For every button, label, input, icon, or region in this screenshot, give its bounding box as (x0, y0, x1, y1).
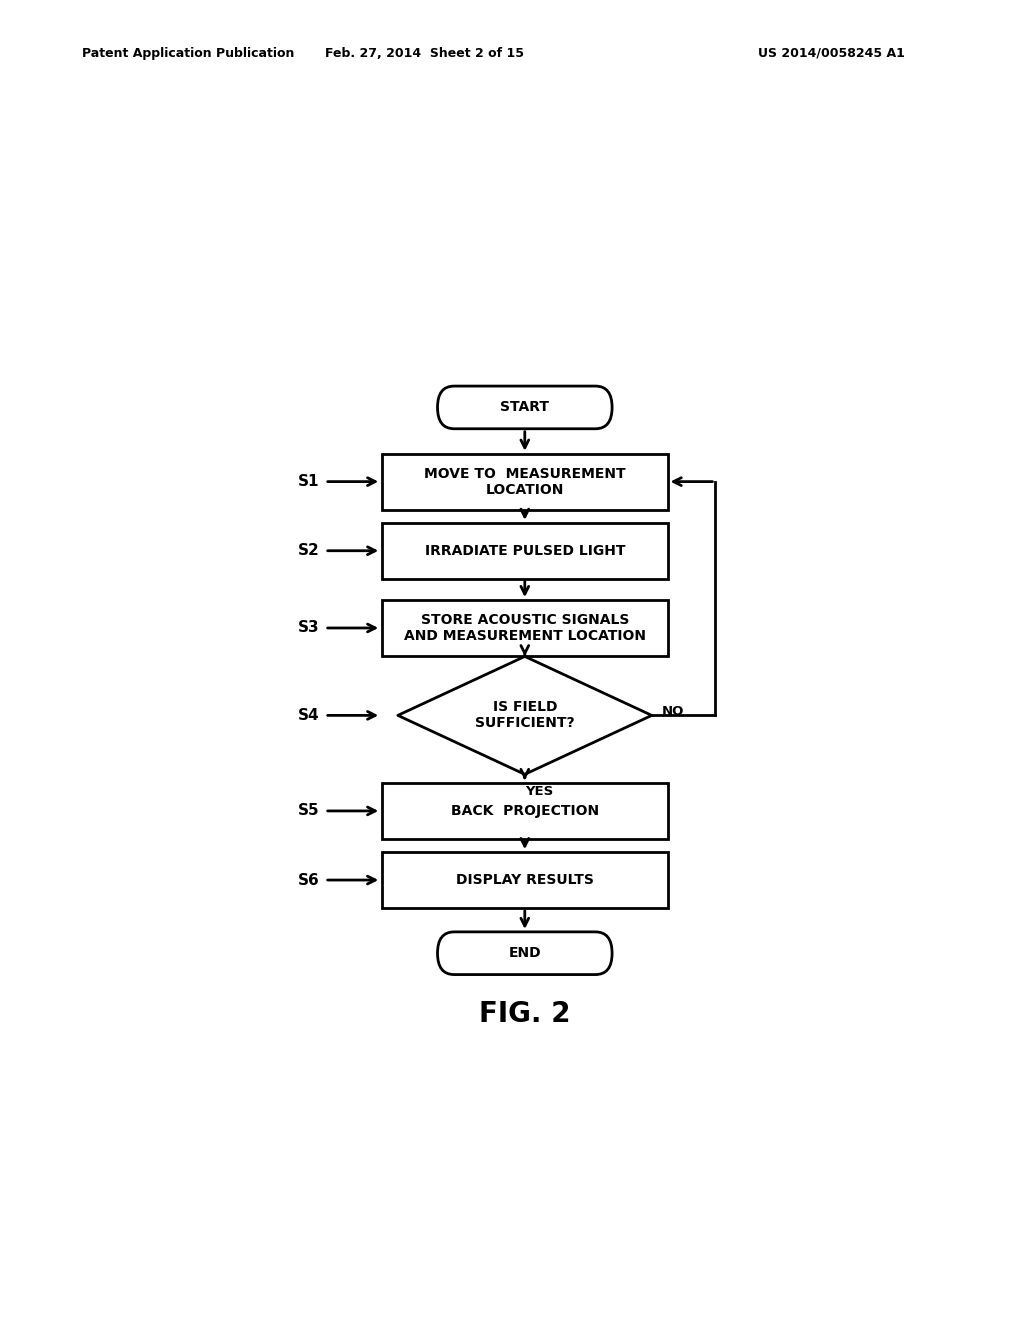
Bar (382, 523, 668, 578)
Text: STORE ACOUSTIC SIGNALS
AND MEASUREMENT LOCATION: STORE ACOUSTIC SIGNALS AND MEASUREMENT L… (403, 612, 646, 643)
Text: END: END (509, 946, 541, 960)
Text: IRRADIATE PULSED LIGHT: IRRADIATE PULSED LIGHT (425, 544, 625, 558)
Text: BACK  PROJECTION: BACK PROJECTION (451, 804, 599, 818)
Text: MOVE TO  MEASUREMENT
LOCATION: MOVE TO MEASUREMENT LOCATION (424, 466, 626, 496)
FancyBboxPatch shape (437, 932, 612, 974)
Text: FIG. 2: FIG. 2 (479, 1001, 570, 1028)
Bar (382, 783, 668, 840)
Text: IS FIELD
SUFFICIENT?: IS FIELD SUFFICIENT? (475, 701, 574, 730)
Text: S5: S5 (298, 804, 319, 818)
Text: DISPLAY RESULTS: DISPLAY RESULTS (456, 873, 594, 887)
Bar (382, 853, 668, 908)
Text: NO: NO (662, 705, 684, 718)
Text: S3: S3 (298, 620, 319, 635)
Text: Patent Application Publication: Patent Application Publication (82, 48, 294, 59)
Text: S1: S1 (298, 474, 319, 490)
Text: YES: YES (525, 784, 553, 797)
Bar (382, 601, 668, 656)
Text: Feb. 27, 2014  Sheet 2 of 15: Feb. 27, 2014 Sheet 2 of 15 (326, 48, 524, 59)
Text: S2: S2 (298, 544, 319, 558)
Polygon shape (397, 656, 652, 775)
Bar (382, 454, 668, 510)
Text: US 2014/0058245 A1: US 2014/0058245 A1 (758, 48, 904, 59)
FancyBboxPatch shape (437, 385, 612, 429)
Text: S4: S4 (298, 708, 319, 723)
Text: S6: S6 (298, 873, 319, 887)
Text: START: START (501, 400, 549, 414)
